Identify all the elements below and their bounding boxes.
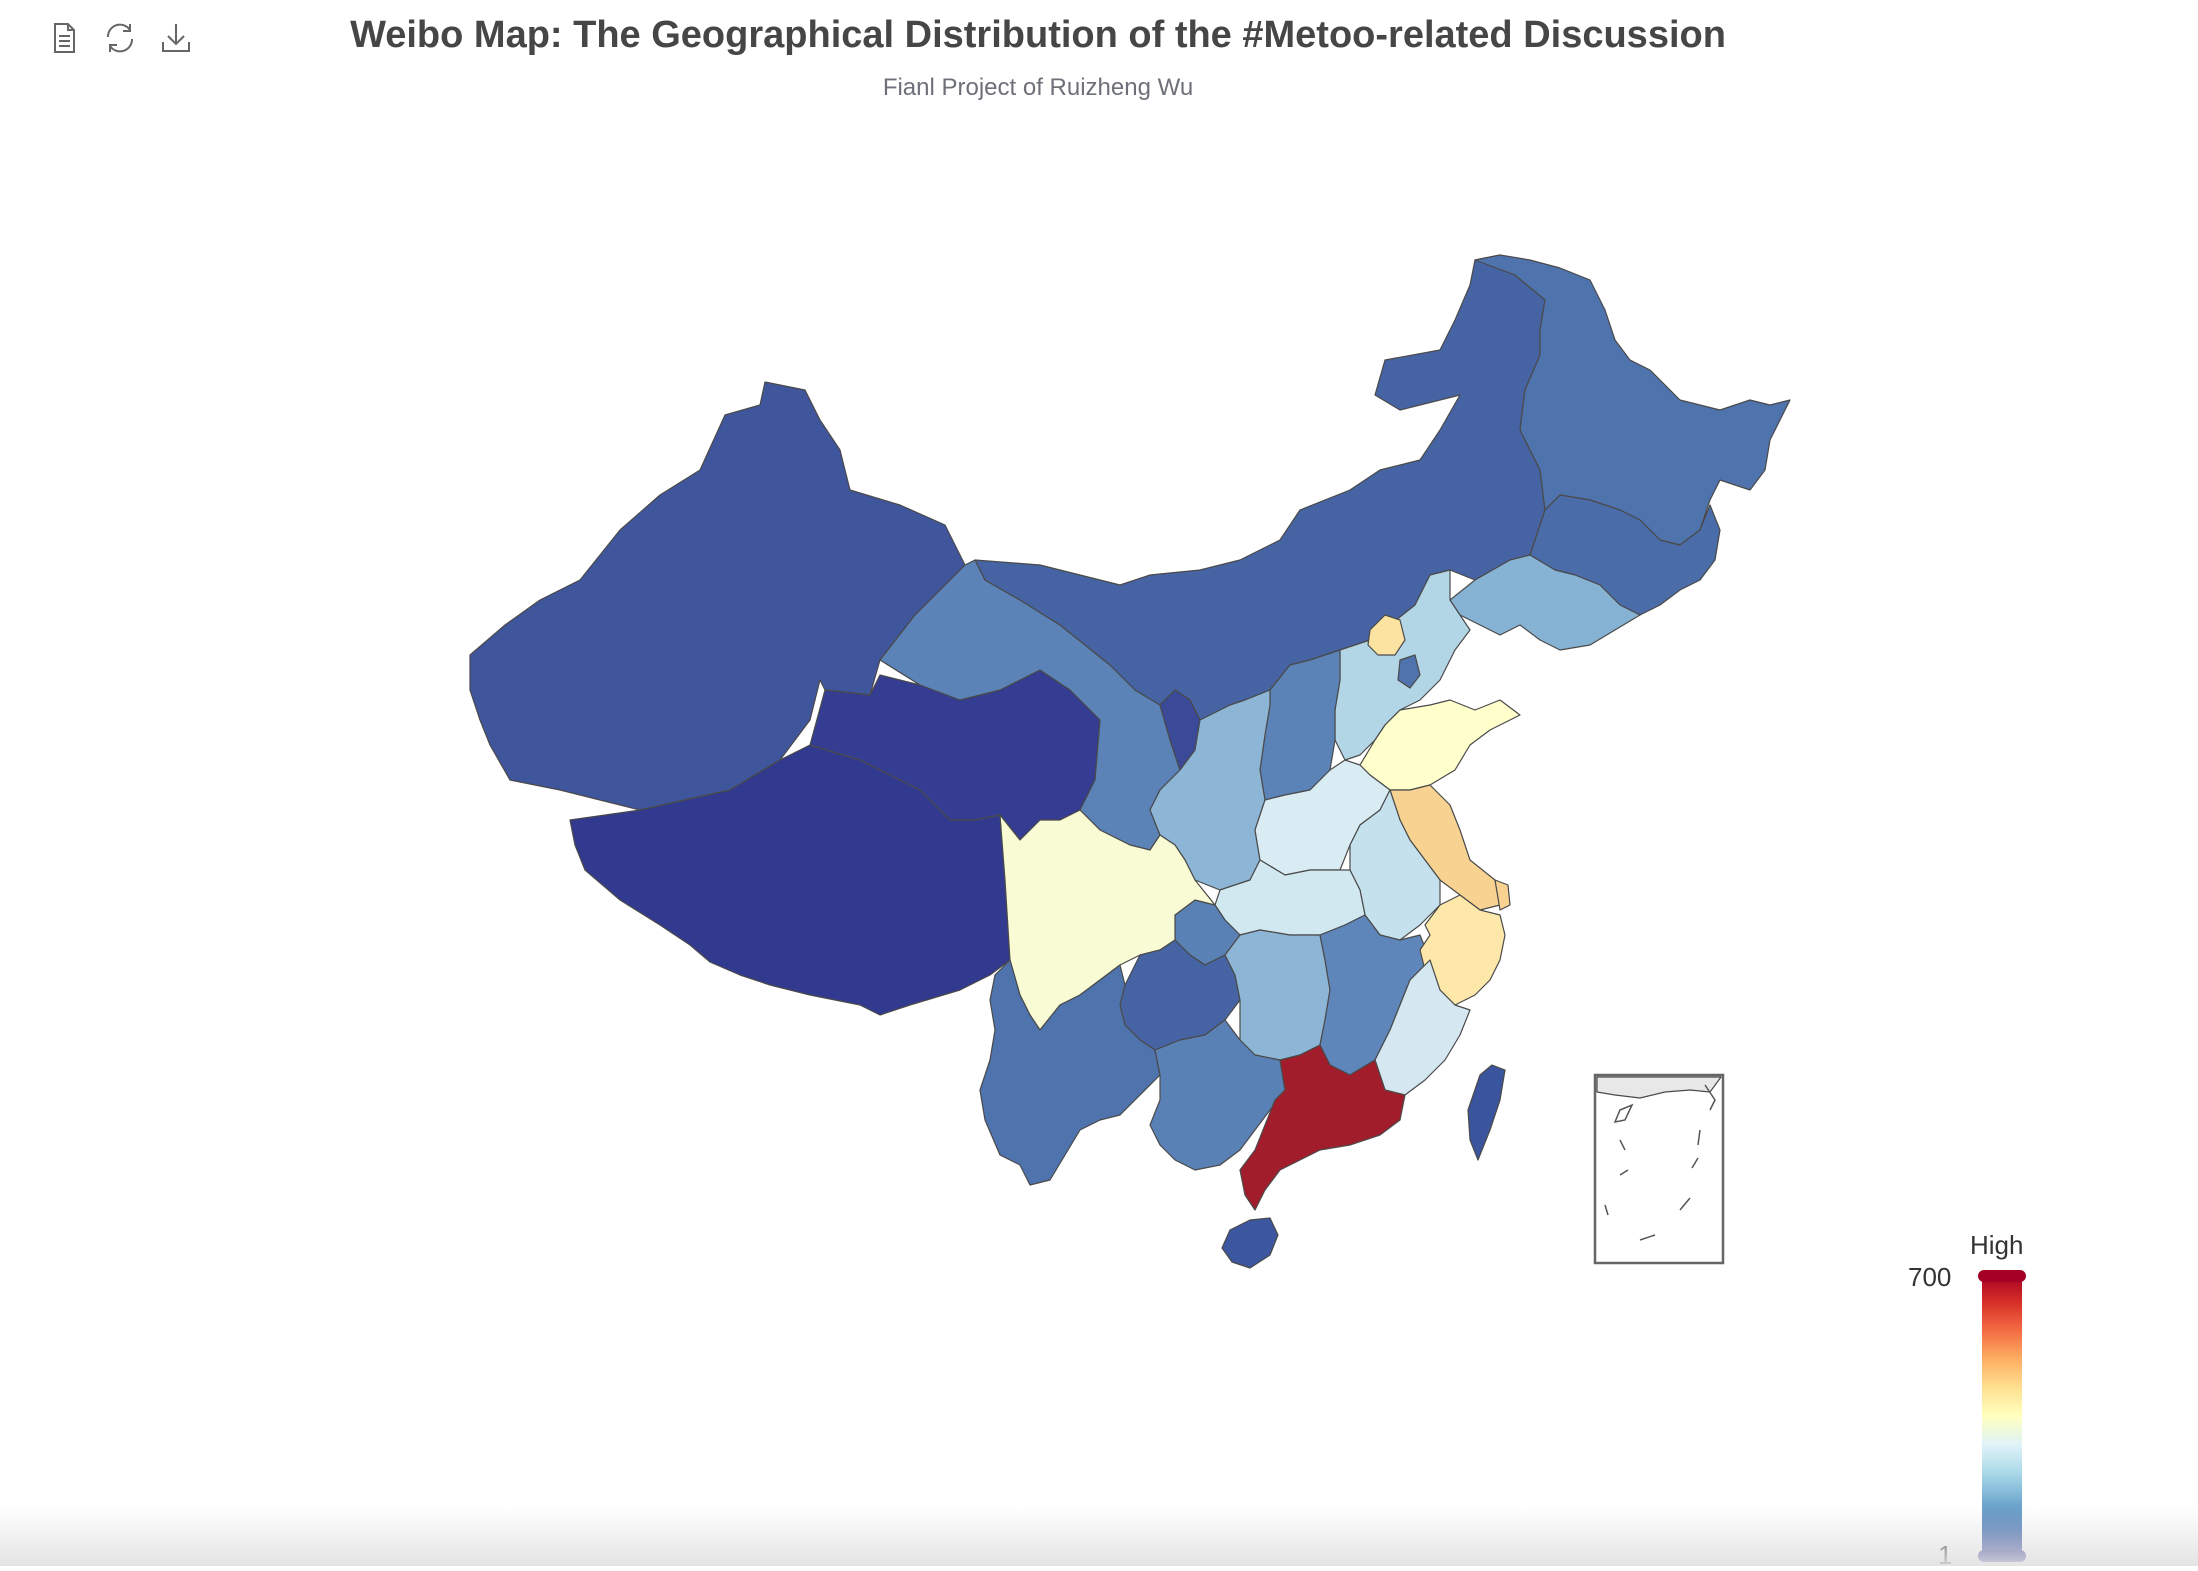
south-china-sea-inset bbox=[1593, 1073, 1725, 1265]
restore-button[interactable] bbox=[102, 20, 138, 56]
data-view-button[interactable] bbox=[46, 20, 82, 56]
province-zhejiang[interactable] bbox=[1419, 894, 1506, 1006]
document-icon bbox=[54, 23, 75, 53]
province-beijing[interactable] bbox=[1367, 614, 1406, 656]
province-shanghai[interactable] bbox=[1494, 879, 1511, 911]
visual-map-max-handle[interactable] bbox=[1978, 1270, 2026, 1282]
visual-map-high-label: High bbox=[1970, 1230, 2024, 1260]
save-image-button[interactable] bbox=[158, 20, 194, 56]
province-tianjin[interactable] bbox=[1397, 654, 1421, 689]
toolbox bbox=[46, 20, 194, 56]
chart-title: Weibo Map: The Geographical Distribution… bbox=[350, 14, 1726, 56]
chart-subtitle: Fianl Project of Ruizheng Wu bbox=[882, 74, 1194, 101]
visual-map-max-label: 700 bbox=[1908, 1262, 1952, 1292]
province-liaoning[interactable] bbox=[1449, 554, 1641, 651]
province-taiwan[interactable] bbox=[1467, 1064, 1506, 1161]
province-guangxi[interactable] bbox=[1149, 1019, 1286, 1171]
bottom-shade bbox=[0, 1506, 2198, 1566]
province-heilongjiang[interactable] bbox=[1474, 254, 1791, 546]
refresh-icon bbox=[106, 23, 134, 53]
province-hainan[interactable] bbox=[1221, 1217, 1279, 1269]
download-icon bbox=[162, 24, 190, 52]
province-yunnan[interactable] bbox=[979, 959, 1161, 1186]
province-guangdong[interactable] bbox=[1239, 1044, 1406, 1211]
